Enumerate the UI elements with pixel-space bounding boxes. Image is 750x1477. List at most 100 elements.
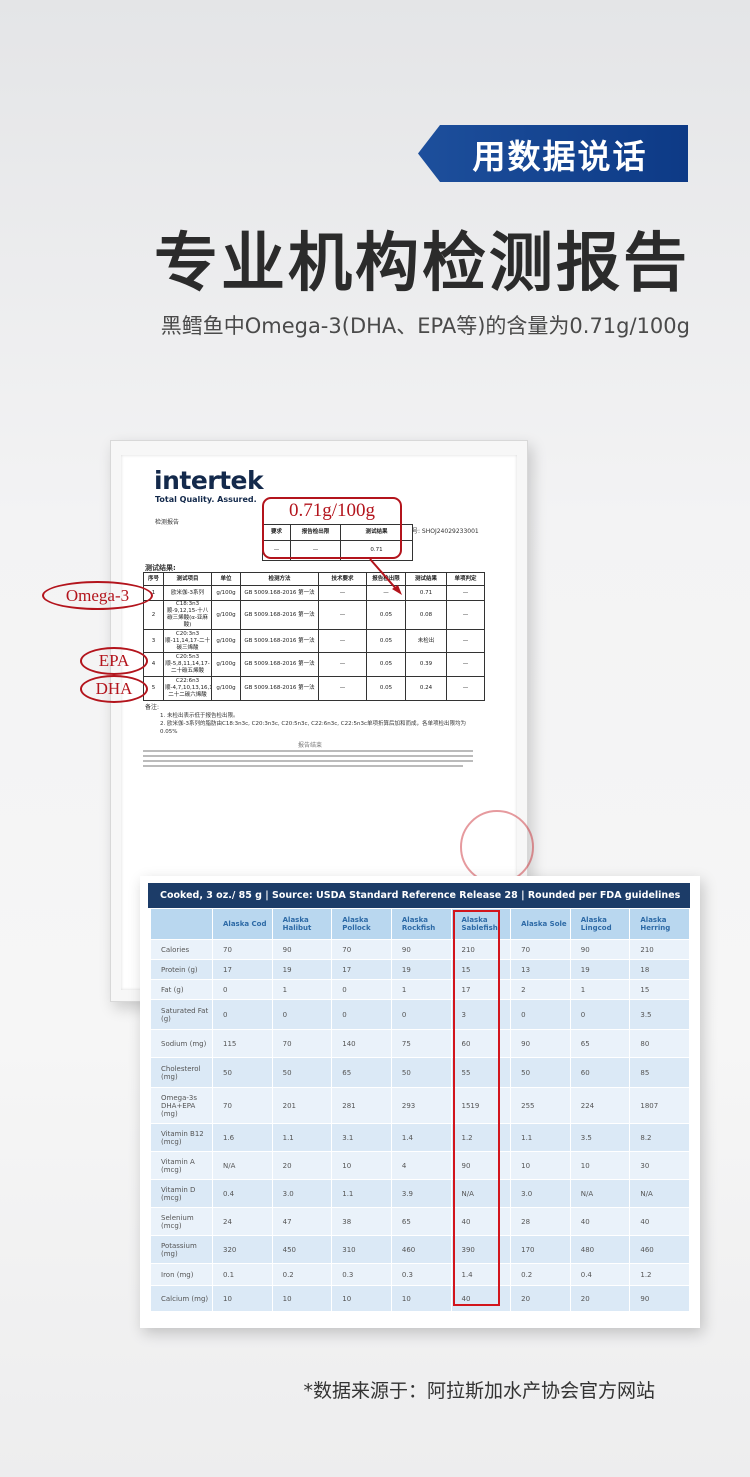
nutrition-cell: 50 [510,1057,571,1088]
nutrition-row: Vitamin B12 (mcg) 1.6 1.1 3.1 1.4 1.2 1.1 3.5 8.… [150,1123,690,1152]
report-header-cell: 测试项目 [163,572,212,586]
nutrition-cell: 19 [569,959,631,980]
nutrition-cell: 1.4 [450,1263,512,1286]
row-label: Omega-3s DHA+EPA (mg) [150,1087,213,1124]
report-cell: — [446,652,485,677]
row-label: Protein (g) [150,959,213,980]
report-cell: 0.24 [405,676,447,701]
nutrition-cell: 460 [390,1235,452,1264]
report-cell: C20:3n3 顺-11,14,17-二十碳三烯酸 [163,629,212,653]
report-cell: GB 5009.168-2016 第一法 [240,652,319,677]
nutrition-cell: 55 [450,1057,512,1088]
nutrition-cell: 450 [271,1235,333,1264]
row-label: Calcium (mg) [150,1285,213,1312]
callout-text: 0.71g/100g [288,500,376,521]
nutrition-cell: 15 [450,959,512,980]
nutrition-cell: 20 [569,1285,631,1312]
report-cell: — [318,600,367,630]
nutrition-cell: 17 [212,959,273,980]
nutrition-cell: 293 [390,1087,452,1124]
nutrition-cell: 90 [569,939,631,960]
nutrition-cell: 75 [390,1029,452,1058]
dha-label: DHA [80,675,148,703]
nutrition-cell: 1.2 [450,1123,512,1152]
nutrition-cell: 0 [569,999,631,1030]
arrow-line [369,558,399,592]
nutrition-cell: 0 [510,999,571,1030]
report-header-cell: 序号 [143,572,164,586]
nutrition-cell: 1.1 [510,1123,571,1152]
nutrition-cell: 70 [212,939,273,960]
nutrition-cell: 90 [510,1029,571,1058]
report-cell: 0.05 [366,629,406,653]
report-cell: g/100g [211,629,241,653]
nutrition-cell: 13 [510,959,571,980]
report-table: 序号测试项目单位检测方法技术要求报告检出限测试结果单项判定1欧米伽-3系列g/1… [143,572,485,701]
nutrition-cell: 3.0 [510,1179,571,1208]
nutrition-cell: N/A [569,1179,631,1208]
nutrition-cell: 1519 [450,1087,512,1124]
report-cell: C20:5n3 顺-5,8,11,14,17-二十碳五烯酸 [163,652,212,677]
nutrition-row: Saturated Fat (g) 0 0 0 0 3 0 0 3.5 [150,999,690,1030]
nutrition-cell: 20 [271,1151,333,1180]
nutrition-cell: 3.9 [390,1179,452,1208]
row-label: Fat (g) [150,979,213,1000]
nutrition-cell: 201 [271,1087,333,1124]
nutrition-cell: 40 [569,1207,631,1236]
report-cell: GB 5009.168-2016 第一法 [240,600,319,630]
nutrition-cell: 210 [629,939,690,960]
report-cell: 未检出 [405,629,447,653]
nutrition-cell: N/A [212,1151,273,1180]
column-header: Alaska Cod [212,908,273,940]
nutrition-cell: 90 [271,939,333,960]
nutrition-cell: 80 [629,1029,690,1058]
column-header: Alaska Sole [510,908,571,940]
nutrition-row: Fat (g) 0 1 0 1 17 2 1 15 [150,979,690,1000]
nutrition-cell: 20 [510,1285,571,1312]
nutrition-cell: 17 [331,959,392,980]
nutrition-cell: 0.3 [331,1263,392,1286]
nutrition-row: Calcium (mg) 10 10 10 10 40 20 20 90 [150,1285,690,1312]
report-cell: — [318,676,367,701]
report-header-cell: 测试结果 [405,572,447,586]
nutrition-caption: Cooked, 3 oz./ 85 g | Source: USDA Stand… [148,883,690,908]
column-header: Alaska Rockfish [390,908,452,940]
nutrition-cell: 320 [212,1235,273,1264]
nutrition-cell: 19 [390,959,452,980]
row-label: Cholesterol (mg) [150,1057,213,1088]
report-cell: g/100g [211,585,241,601]
nutrition-cell: 10 [510,1151,571,1180]
nutrition-cell: 47 [271,1207,333,1236]
nutrition-cell: 70 [212,1087,273,1124]
report-number: 号: SHOJ24029233001 [412,528,479,535]
report-label: 检测报告 [155,519,180,526]
nutrition-cell: 40 [629,1207,690,1236]
row-label: Iron (mg) [150,1263,213,1286]
nutrition-cell: 1.1 [331,1179,392,1208]
corner-cell [150,908,213,940]
nutrition-cell: 10 [212,1285,273,1312]
nutrition-cell: 65 [569,1029,631,1058]
nutrition-cell: 3.5 [569,1123,631,1152]
nutrition-cell: 24 [212,1207,273,1236]
nutrition-cell: 60 [569,1057,631,1088]
notes-title: 备注: [145,704,160,711]
nutrition-cell: 0 [271,999,333,1030]
summary-header: 要求 报告检出限 测试结果 [262,524,413,541]
row-label: Calories [150,939,213,960]
nutrition-cell: 10 [331,1151,392,1180]
results-title: 测试结果: [145,564,176,572]
nutrition-cell: 1 [569,979,631,1000]
report-cell: 欧米伽-3系列 [163,585,212,601]
report-cell: — [318,652,367,677]
badge: 用数据说话 [418,125,688,182]
nutrition-cell: 40 [450,1207,512,1236]
fine-print [143,755,473,757]
title: 专业机构检测报告 [154,227,690,301]
report-cell: GB 5009.168-2016 第一法 [240,585,319,601]
nutrition-cell: 65 [390,1207,452,1236]
nutrition-cell: 210 [450,939,512,960]
nutrition-cell: 3 [450,999,512,1030]
nutrition-cell: 40 [450,1285,512,1312]
report-cell: — [446,600,485,630]
